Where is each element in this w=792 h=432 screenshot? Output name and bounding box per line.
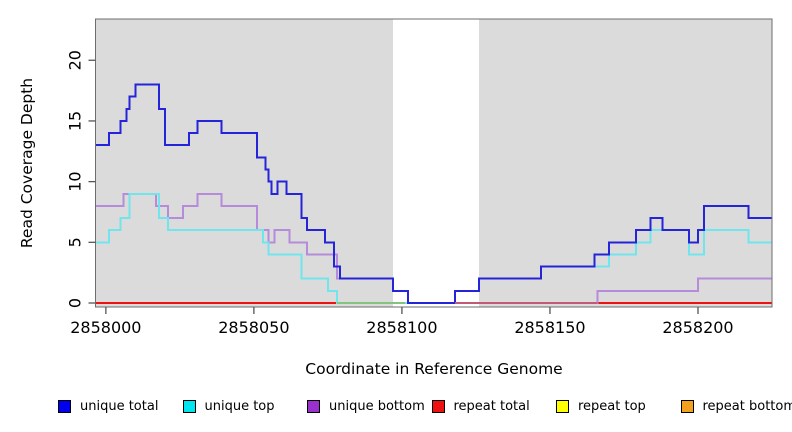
legend-item: repeat top [556, 399, 681, 414]
x-axis-label: Coordinate in Reference Genome [305, 360, 562, 378]
legend-label: repeat top [578, 399, 646, 414]
x-tick-label: 2858000 [70, 318, 141, 337]
y-tick-label: 0 [66, 298, 85, 308]
legend-item: unique bottom [307, 399, 432, 414]
y-tick-label: 15 [66, 111, 85, 131]
legend-swatch [431, 400, 445, 413]
coverage-shade-region [95, 19, 394, 307]
plot-frame [95, 18, 773, 308]
x-tick-label: 2858050 [218, 318, 289, 337]
legend-item: unique top [182, 399, 308, 414]
x-tick-label: 2858200 [662, 318, 733, 337]
legend-label: unique bottom [329, 399, 425, 414]
y-axis: 0 5 10 15 20 [66, 50, 96, 308]
y-tick-label: 10 [66, 171, 85, 191]
coverage-shade-region [478, 19, 772, 307]
x-tick-label: 2858150 [514, 318, 585, 337]
legend-swatch [182, 400, 196, 413]
legend-item: unique total [58, 399, 183, 414]
legend-label: unique total [80, 399, 159, 414]
legend-swatch [58, 400, 71, 413]
y-axis-label: Read Coverage Depth [18, 78, 36, 248]
legend: unique total unique top unique bottom repea… [58, 399, 792, 414]
x-axis: 2858000 2858050 2858100 2858150 2858200 [70, 307, 734, 337]
legend-label: repeat total [453, 399, 530, 414]
legend-label: unique top [204, 399, 275, 414]
legend-label: repeat bottom [702, 399, 792, 414]
legend-item: repeat total [431, 399, 557, 414]
series-unique-total [95, 83, 772, 304]
shaded-coverage-regions [95, 19, 772, 307]
x-tick-label: 2858100 [366, 318, 437, 337]
y-tick-label: 5 [66, 237, 85, 247]
legend-swatch [680, 400, 694, 413]
legend-swatch [307, 400, 320, 413]
legend-item: repeat bottom [680, 399, 792, 414]
y-tick-label: 20 [66, 50, 85, 70]
series-step-lines [95, 83, 772, 304]
legend-swatch [556, 400, 569, 413]
